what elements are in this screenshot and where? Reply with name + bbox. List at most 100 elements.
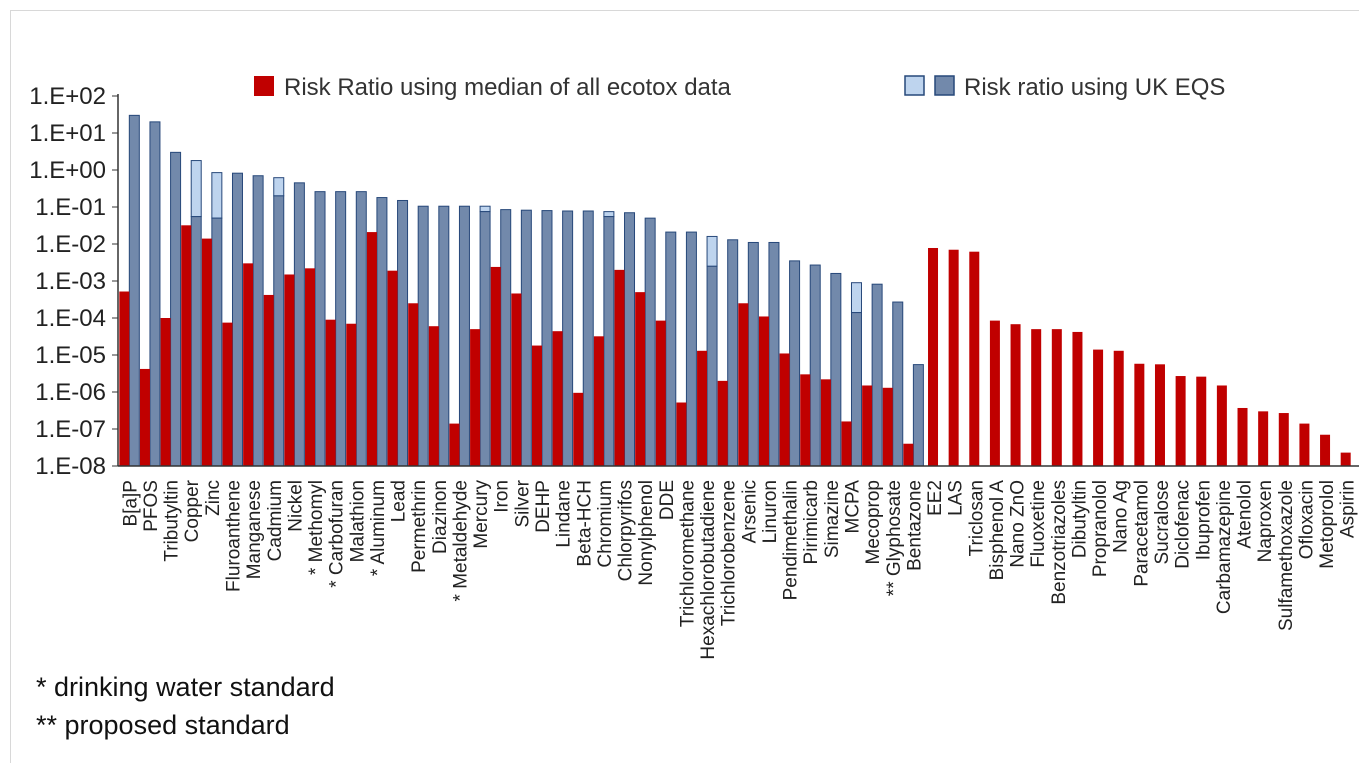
- x-tick-label: Tributyltin: [162, 480, 183, 562]
- ecotox-bar: [263, 294, 274, 466]
- eqs-bar: [376, 197, 388, 467]
- ecotox-bar: [1237, 407, 1248, 466]
- x-tick-label: * Aluminum: [368, 480, 389, 576]
- y-tick-label: 1.E-04: [35, 305, 106, 332]
- eqs-bar: [520, 209, 532, 467]
- x-tick-label: Atenolol: [1235, 480, 1256, 549]
- x-tick-label: MCPA: [842, 480, 863, 534]
- legend-swatch-ecotox: [254, 76, 274, 96]
- y-tick-label: 1.E+01: [29, 120, 106, 147]
- x-tick-label: Beta-HCH: [574, 480, 595, 567]
- ecotox-bar: [948, 249, 959, 466]
- eqs-bar-alt-segment: [190, 160, 202, 218]
- eqs-bar: [231, 172, 243, 467]
- ecotox-bar: [428, 326, 439, 466]
- x-tick-label: Pendimethalin: [781, 480, 802, 600]
- x-tick-label: Nonylphenol: [636, 480, 657, 586]
- y-tick-label: 1.E-02: [35, 231, 106, 258]
- x-tick-label: Mecoprop: [863, 480, 884, 565]
- x-tick-label: Hexachlorobutadiene: [698, 480, 719, 660]
- x-tick-label: Chlorpyrifos: [616, 480, 637, 581]
- ecotox-bar: [738, 303, 749, 466]
- eqs-bar-alt-segment: [850, 282, 862, 314]
- eqs-bar: [190, 216, 202, 467]
- ecotox-bar: [243, 263, 254, 466]
- x-tick-label: Pirimicarb: [801, 480, 822, 564]
- x-tick-label: Diclofenac: [1173, 480, 1194, 569]
- eqs-bar: [789, 260, 801, 467]
- x-tick-label: * Metaldehyde: [450, 480, 471, 601]
- x-tick-label: Naproxen: [1255, 480, 1276, 562]
- eqs-bar: [355, 191, 367, 467]
- ecotox-bar: [841, 421, 852, 466]
- eqs-bar: [128, 114, 140, 467]
- eqs-bar: [603, 216, 615, 467]
- x-tick-label: Lindane: [554, 480, 575, 548]
- ecotox-bar: [1320, 434, 1331, 466]
- x-tick-label: Nano ZnO: [1008, 480, 1029, 568]
- eqs-bar: [747, 241, 759, 467]
- ecotox-bar: [1072, 331, 1083, 466]
- eqs-bar: [830, 272, 842, 467]
- x-tick-label: Mercury: [471, 480, 492, 549]
- ecotox-bar: [676, 402, 687, 466]
- y-tick-label: 1.E-05: [35, 342, 106, 369]
- ecotox-bar: [1154, 364, 1165, 466]
- ecotox-bar: [989, 320, 1000, 466]
- eqs-bar: [149, 121, 161, 467]
- x-tick-label: Ofloxacin: [1296, 480, 1317, 559]
- x-tick-label: Nickel: [285, 480, 306, 532]
- y-tick-label: 1.E-01: [35, 194, 106, 221]
- eqs-bar: [582, 210, 594, 467]
- eqs-bar: [273, 195, 285, 467]
- x-tick-label: Bisphenol A: [987, 480, 1008, 581]
- ecotox-bar: [903, 443, 914, 466]
- ecotox-bar: [882, 387, 893, 466]
- eqs-bar: [170, 151, 182, 467]
- ecotox-bar: [655, 320, 666, 466]
- x-tick-label: DDE: [657, 480, 678, 520]
- legend-label-ecotox: Risk Ratio using median of all ecotox da…: [284, 74, 732, 101]
- ecotox-bar: [305, 268, 316, 466]
- x-tick-label: Fluoxetine: [1028, 480, 1049, 568]
- x-tick-label: Sucralose: [1152, 480, 1173, 565]
- x-tick-label: Aspirin: [1338, 480, 1359, 538]
- x-tick-label: * Carbofuran: [327, 480, 348, 588]
- eqs-bar: [335, 191, 347, 467]
- ecotox-bar: [1299, 423, 1310, 466]
- eqs-bar: [417, 205, 429, 467]
- x-tick-label: Bentazone: [904, 480, 925, 571]
- eqs-bar: [562, 210, 574, 467]
- y-tick-label: 1.E-03: [35, 268, 106, 295]
- x-tick-label: PFOS: [141, 480, 162, 532]
- ecotox-bar: [1134, 363, 1145, 466]
- ecotox-bar: [800, 374, 811, 466]
- eqs-bar-alt-segment: [603, 211, 615, 218]
- x-tick-label: EE2: [925, 480, 946, 516]
- ecotox-bar: [758, 316, 769, 466]
- ecotox-bar: [449, 423, 460, 466]
- ecotox-bar: [160, 318, 171, 466]
- eqs-bar: [727, 239, 739, 467]
- eqs-bar: [293, 182, 305, 467]
- x-tick-label: Arsenic: [739, 480, 760, 543]
- x-tick-label: Dibutyltin: [1069, 480, 1090, 558]
- ecotox-bar: [1093, 349, 1104, 466]
- ecotox-bar: [325, 319, 336, 466]
- x-tick-label: Propranolol: [1090, 480, 1111, 577]
- ecotox-bar: [697, 350, 708, 466]
- ecotox-bar: [552, 331, 563, 466]
- eqs-bar: [314, 191, 326, 467]
- x-tick-label: Benzotriazoles: [1049, 480, 1070, 605]
- x-tick-label: Permethrin: [409, 480, 430, 573]
- ecotox-bar: [346, 323, 357, 466]
- ecotox-bar: [181, 225, 192, 466]
- x-tick-label: Trichlorobenzene: [719, 480, 740, 626]
- eqs-bar-alt-segment: [273, 177, 285, 197]
- legend-swatch-eqs: [934, 75, 955, 96]
- ecotox-bar: [1340, 452, 1351, 466]
- x-tick-label: * Methomyl: [306, 480, 327, 575]
- x-tick-label: DEHP: [533, 480, 554, 533]
- ecotox-bar: [1216, 385, 1227, 466]
- x-tick-label: ** Glyphosate: [884, 480, 905, 596]
